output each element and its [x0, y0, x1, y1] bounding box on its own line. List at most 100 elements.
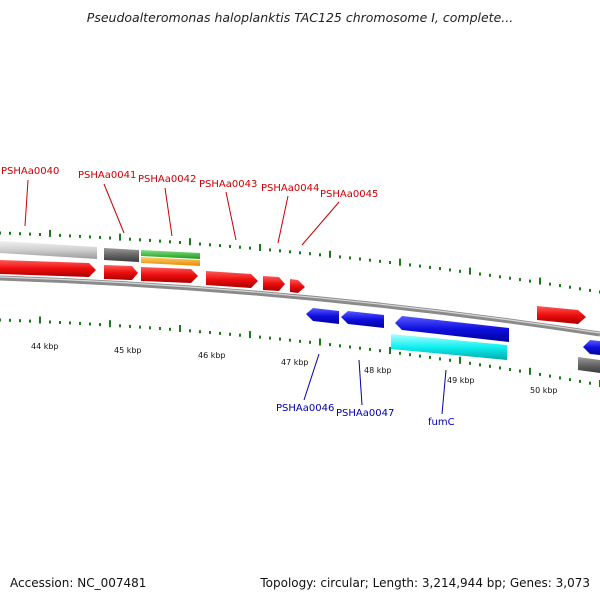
- minor-tick: [209, 243, 211, 247]
- minor-tick: [319, 253, 321, 257]
- minor-tick: [9, 231, 11, 235]
- minor-tick: [149, 238, 151, 242]
- minor-tick: [579, 379, 581, 383]
- kbp-label: 46 kbp: [198, 351, 226, 360]
- minor-tick: [109, 236, 111, 240]
- minor-tick: [199, 242, 201, 246]
- major-tick: [459, 356, 461, 364]
- minor-tick: [389, 261, 391, 264]
- minor-tick: [49, 320, 51, 324]
- forward-gene-arrow[interactable]: [537, 306, 586, 324]
- minor-tick: [159, 239, 161, 243]
- minor-tick: [459, 269, 461, 273]
- minor-tick: [509, 368, 511, 371]
- major-tick: [259, 244, 261, 251]
- minor-tick: [589, 381, 591, 385]
- minor-tick: [339, 344, 341, 348]
- minor-tick: [0, 231, 1, 235]
- minor-tick: [189, 329, 191, 333]
- minor-tick: [399, 351, 401, 355]
- reverse-scale-ticks: [0, 316, 600, 387]
- forward-gene-labels: PSHAa0040 PSHAa0041 PSHAa0042 PSHAa0043 …: [1, 166, 378, 200]
- major-tick: [189, 238, 191, 246]
- gene-label-fumC[interactable]: fumC: [428, 417, 455, 428]
- forward-gene-arrow[interactable]: [263, 276, 285, 291]
- minor-tick: [409, 263, 411, 267]
- gene-label-PSHAa0040[interactable]: PSHAa0040: [1, 166, 59, 177]
- minor-tick: [269, 248, 271, 252]
- gene-label-PSHAa0044[interactable]: PSHAa0044: [261, 183, 319, 194]
- minor-tick: [19, 232, 21, 236]
- forward-gene-arrow[interactable]: [104, 265, 138, 280]
- forward-gene-arrow[interactable]: [206, 271, 258, 288]
- minor-tick: [479, 272, 481, 276]
- minor-tick: [449, 358, 451, 362]
- minor-tick: [69, 234, 71, 238]
- kbp-label: 48 kbp: [364, 366, 392, 375]
- forward-features: [0, 241, 200, 266]
- kbp-label: 45 kbp: [114, 346, 142, 355]
- minor-tick: [199, 330, 201, 334]
- minor-tick: [499, 366, 501, 370]
- minor-tick: [549, 282, 551, 286]
- minor-tick: [269, 336, 271, 340]
- gene-label-PSHAa0041[interactable]: PSHAa0041: [78, 170, 136, 181]
- major-tick: [109, 320, 111, 328]
- minor-tick: [329, 343, 331, 347]
- minor-tick: [369, 258, 371, 262]
- major-tick: [399, 258, 401, 266]
- reverse-gene-arrow[interactable]: [341, 311, 384, 328]
- minor-tick: [499, 275, 501, 279]
- major-tick: [119, 233, 121, 241]
- reverse-gene-labels: PSHAa0046 PSHAa0047 fumC: [276, 403, 455, 428]
- forward-gene-arrow[interactable]: [290, 279, 305, 293]
- reverse-gene-arrow[interactable]: [395, 316, 509, 342]
- minor-tick: [349, 256, 351, 260]
- minor-tick: [359, 346, 361, 350]
- forward-gene-arrow[interactable]: [141, 267, 198, 283]
- minor-tick: [479, 363, 481, 367]
- reverse-gene-arrow[interactable]: [306, 308, 339, 324]
- gene-label-PSHAa0042[interactable]: PSHAa0042: [138, 174, 196, 185]
- feature-bar-cyan[interactable]: [391, 334, 507, 360]
- label-leader-lines: [24, 179, 447, 415]
- minor-tick: [409, 353, 411, 357]
- minor-tick: [299, 339, 301, 343]
- major-tick: [49, 229, 51, 237]
- gene-label-PSHAa0045[interactable]: PSHAa0045: [320, 189, 378, 200]
- minor-tick: [219, 244, 221, 248]
- minor-tick: [209, 331, 211, 334]
- feature-bar-darkgray[interactable]: [104, 248, 139, 262]
- minor-tick: [249, 246, 251, 250]
- feature-bar-orange[interactable]: [141, 257, 200, 266]
- minor-tick: [569, 285, 571, 289]
- major-tick: [539, 277, 541, 285]
- map-title: Pseudoalteromonas haloplanktis TAC125 ch…: [86, 10, 514, 25]
- minor-tick: [469, 361, 471, 365]
- gene-label-PSHAa0046[interactable]: PSHAa0046: [276, 403, 334, 414]
- minor-tick: [439, 357, 441, 361]
- reverse-genes: [306, 308, 600, 355]
- gene-label-PSHAa0043[interactable]: PSHAa0043: [199, 179, 257, 190]
- feature-bar-green[interactable]: [141, 250, 200, 259]
- accession-text: Accession: NC_007481: [10, 576, 147, 590]
- minor-tick: [429, 355, 431, 359]
- minor-tick: [79, 322, 81, 325]
- minor-tick: [99, 323, 101, 327]
- minor-tick: [439, 267, 441, 271]
- minor-tick: [489, 364, 491, 368]
- minor-tick: [239, 245, 241, 249]
- minor-tick: [0, 318, 1, 322]
- gene-label-PSHAa0047[interactable]: PSHAa0047: [336, 408, 394, 419]
- minor-tick: [489, 273, 491, 277]
- feature-bar-lightgray[interactable]: [0, 241, 97, 259]
- major-tick: [389, 347, 391, 354]
- feature-bar-darkgray[interactable]: [578, 357, 600, 373]
- forward-gene-arrow[interactable]: [0, 260, 96, 277]
- minor-tick: [59, 321, 61, 324]
- major-tick: [529, 367, 531, 375]
- minor-tick: [129, 324, 131, 328]
- reverse-gene-arrow[interactable]: [583, 340, 600, 355]
- minor-tick: [279, 337, 281, 341]
